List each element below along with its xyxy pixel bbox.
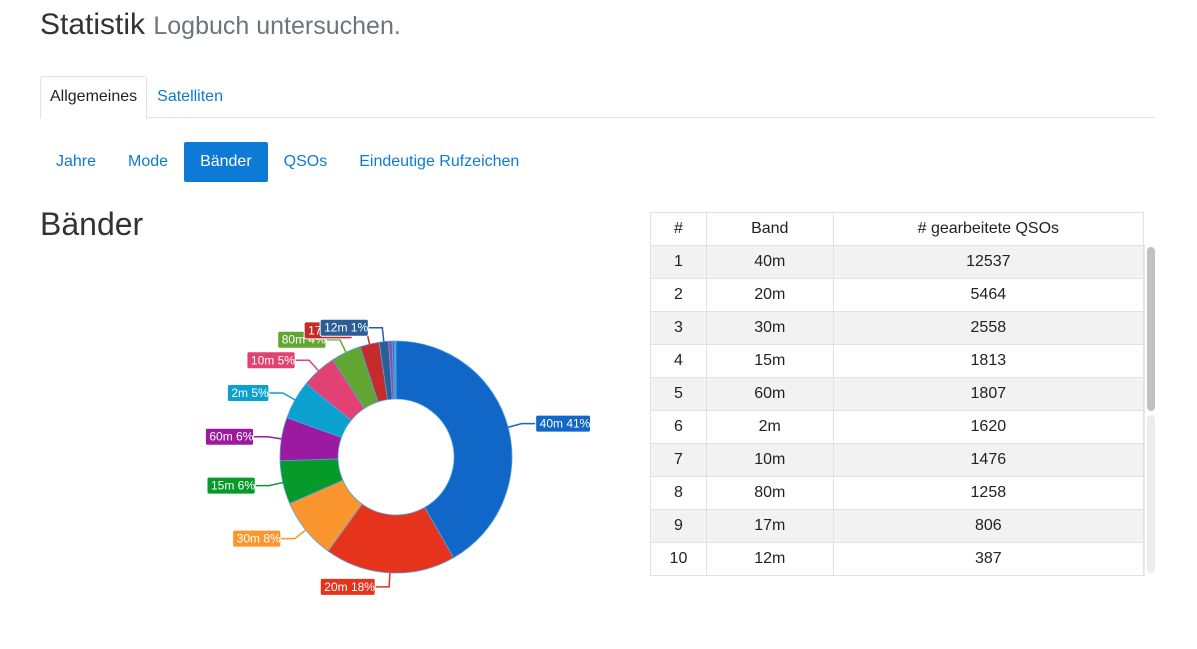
table-row: 3 30m 2558 xyxy=(650,311,1145,345)
svg-text:10m 5%: 10m 5% xyxy=(251,353,295,367)
band-cell: 12m xyxy=(705,542,834,576)
pill-baender[interactable]: Bänder xyxy=(184,142,268,182)
rank-cell: 9 xyxy=(650,509,707,543)
svg-text:15m 6%: 15m 6% xyxy=(211,479,255,493)
scrollbar-thumb[interactable] xyxy=(1147,247,1155,411)
table-row: 10 12m 387 xyxy=(650,542,1145,576)
slice-label-12m: 12m 1% xyxy=(319,318,385,342)
band-cell: 60m xyxy=(705,377,834,411)
qsos-cell: 1620 xyxy=(832,410,1145,444)
table-row: 4 15m 1813 xyxy=(650,344,1145,378)
qsos-cell: 1258 xyxy=(832,476,1145,510)
qsos-cell: 387 xyxy=(832,542,1145,576)
pill-eindeutige-rufzeichen[interactable]: Eindeutige Rufzeichen xyxy=(359,153,520,170)
qsos-cell: 12537 xyxy=(832,245,1145,279)
page-title: Statistik xyxy=(40,8,146,41)
section-title: Bänder xyxy=(40,206,144,242)
table-row: 6 2m 1620 xyxy=(650,410,1145,444)
page-subtitle: Logbuch untersuchen. xyxy=(153,12,401,40)
table-row: 7 10m 1476 xyxy=(650,443,1145,477)
svg-text:12m 1%: 12m 1% xyxy=(324,321,368,335)
band-cell: 80m xyxy=(705,476,834,510)
rank-cell: 2 xyxy=(650,278,707,312)
slice-label-10m: 10m 5% xyxy=(246,351,320,372)
slice-label-15m: 15m 6% xyxy=(206,476,284,495)
scrollbar-track xyxy=(1147,415,1155,573)
col-header-qsos: # gearbeitete QSOs xyxy=(832,212,1145,246)
col-header-band: Band xyxy=(705,212,834,246)
main-tabs: Allgemeines Satelliten xyxy=(40,76,1155,119)
page-header: Statistik Logbuch untersuchen. xyxy=(40,8,401,42)
col-header-rank: # xyxy=(650,212,707,246)
table-row: 2 20m 5464 xyxy=(650,278,1145,312)
rank-cell: 1 xyxy=(650,245,707,279)
tab-satelliten[interactable]: Satelliten xyxy=(157,88,223,105)
rank-cell: 4 xyxy=(650,344,707,378)
tab-allgemeines[interactable]: Allgemeines xyxy=(40,76,148,119)
rank-cell: 7 xyxy=(650,443,707,477)
band-cell: 30m xyxy=(705,311,834,345)
svg-text:2m 5%: 2m 5% xyxy=(231,386,269,400)
band-cell: 2m xyxy=(705,410,834,444)
stats-pills: Jahre Mode Bänder QSOs Eindeutige Rufzei… xyxy=(40,142,535,182)
donut-slice[interactable] xyxy=(393,340,397,400)
qsos-cell: 5464 xyxy=(832,278,1145,312)
table-row: 1 40m 12537 xyxy=(650,245,1145,279)
band-cell: 17m xyxy=(705,509,834,543)
qsos-cell: 806 xyxy=(832,509,1145,543)
svg-text:30m 8%: 30m 8% xyxy=(237,532,281,546)
bands-donut-chart: 40m 41% 20m 18% 30m 8% 15m 6% 60m 6% 2m 5% 10m… xyxy=(204,318,592,596)
rank-cell: 5 xyxy=(650,377,707,411)
qsos-cell: 1476 xyxy=(832,443,1145,477)
rank-cell: 3 xyxy=(650,311,707,345)
pill-mode[interactable]: Mode xyxy=(128,153,169,170)
table-scrollbar[interactable] xyxy=(1144,245,1156,576)
band-cell: 10m xyxy=(705,443,834,477)
pill-jahre[interactable]: Jahre xyxy=(56,153,97,170)
table-row: 5 60m 1807 xyxy=(650,377,1145,411)
band-cell: 20m xyxy=(705,278,834,312)
table-row: 9 17m 806 xyxy=(650,509,1145,543)
svg-text:60m 6%: 60m 6% xyxy=(209,430,253,444)
svg-text:40m 41%: 40m 41% xyxy=(540,417,591,431)
qsos-cell: 1807 xyxy=(832,377,1145,411)
table-header-row: # Band # gearbeitete QSOs xyxy=(650,212,1145,246)
rank-cell: 8 xyxy=(650,476,707,510)
bands-table-container: # Band # gearbeitete QSOs 1 40m 12537 2 20m 5… xyxy=(650,212,1157,576)
svg-text:20m 18%: 20m 18% xyxy=(324,580,375,594)
qsos-cell: 2558 xyxy=(832,311,1145,345)
slice-label-30m: 30m 8% xyxy=(232,529,307,548)
slice-label-60m: 60m 6% xyxy=(204,427,282,446)
rank-cell: 10 xyxy=(650,542,707,576)
qsos-cell: 1813 xyxy=(832,344,1145,378)
slice-label-2m: 2m 5% xyxy=(226,383,296,402)
bands-table: # Band # gearbeitete QSOs 1 40m 12537 2 20m 5… xyxy=(650,212,1145,576)
pill-qsos[interactable]: QSOs xyxy=(283,153,328,170)
band-cell: 40m xyxy=(705,245,834,279)
rank-cell: 6 xyxy=(650,410,707,444)
table-row: 8 80m 1258 xyxy=(650,476,1145,510)
slice-label-20m: 20m 18% xyxy=(319,572,391,596)
band-cell: 15m xyxy=(705,344,834,378)
slice-label-40m: 40m 41% xyxy=(507,414,592,433)
donut-slice-40m[interactable] xyxy=(395,340,513,559)
